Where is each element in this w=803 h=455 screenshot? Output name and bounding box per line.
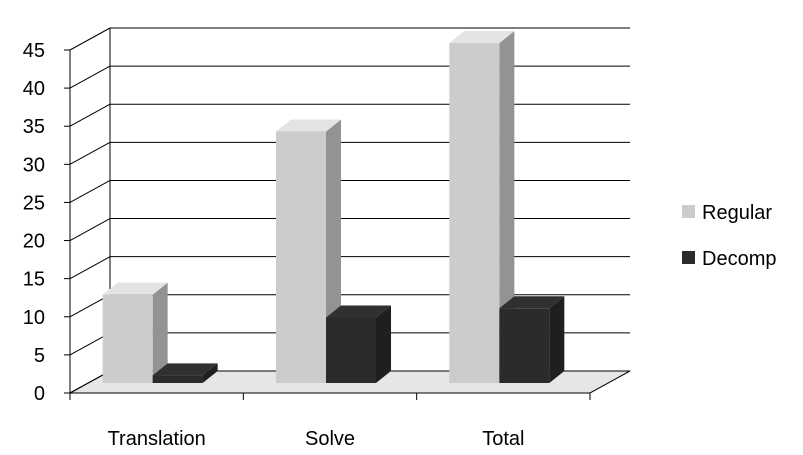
bar-top-face xyxy=(102,282,168,295)
y-tick-label: 25 xyxy=(23,192,45,214)
gridline-side xyxy=(69,180,111,203)
bar-front-face xyxy=(449,43,500,383)
bars xyxy=(102,31,565,383)
gridline-side xyxy=(69,256,111,280)
y-tick-label: 30 xyxy=(23,154,45,176)
legend-swatch xyxy=(682,205,695,218)
bar-front-face xyxy=(499,308,550,383)
legend-label: Decomp xyxy=(702,248,776,270)
legend: Regular Decomp xyxy=(682,202,776,270)
bar-front-face xyxy=(152,375,203,383)
bar-top-face xyxy=(449,31,515,44)
bar-decomp-total xyxy=(499,296,565,383)
x-category-label: Solve xyxy=(305,428,355,450)
bar-side-face xyxy=(499,31,515,383)
gridline-side xyxy=(69,103,111,127)
bar-decomp-solve xyxy=(326,305,391,383)
y-tick-label: 20 xyxy=(23,231,45,253)
bar-regular-total xyxy=(449,31,515,383)
y-tick-label: 45 xyxy=(23,40,45,62)
x-category-label: Translation xyxy=(108,428,206,450)
bar-decomp-translation xyxy=(152,363,218,383)
y-tick-label: 10 xyxy=(23,307,45,329)
gridline-side xyxy=(69,65,111,89)
gridline-side xyxy=(69,27,111,51)
bar-front-face xyxy=(102,294,153,383)
x-category-label: Total xyxy=(482,428,524,450)
x-axis-labels: Translation Solve Total xyxy=(108,428,525,450)
y-tick-label: 0 xyxy=(34,383,45,405)
gridline-side xyxy=(69,141,111,165)
bar-top-face xyxy=(326,305,391,318)
legend-swatch xyxy=(682,251,695,264)
gridlines xyxy=(64,27,630,400)
bar-side-face xyxy=(152,282,168,383)
bar-side-face xyxy=(202,363,218,383)
bar-front-face xyxy=(326,317,376,383)
bar-side-face xyxy=(376,305,391,383)
y-tick-label: 40 xyxy=(23,78,45,100)
y-axis-ticks: 0 5 10 15 20 25 30 35 40 45 xyxy=(23,40,45,405)
bar-top-face xyxy=(499,296,565,309)
bar-top-face xyxy=(276,119,341,132)
y-tick-label: 35 xyxy=(23,116,45,138)
bar-side-face xyxy=(549,296,565,383)
bar-front-face xyxy=(276,131,326,383)
bar-top-face xyxy=(152,363,218,376)
y-tick-label: 15 xyxy=(23,269,45,291)
bar-regular-translation xyxy=(102,282,168,383)
legend-label: Regular xyxy=(702,202,772,224)
gridline-side xyxy=(69,218,111,241)
y-tick-label: 5 xyxy=(34,345,45,367)
